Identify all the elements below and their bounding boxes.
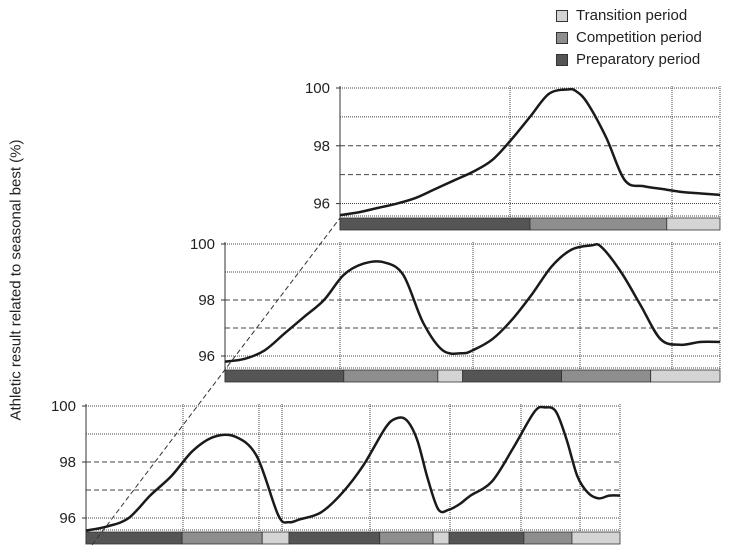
period-bar <box>339 217 531 231</box>
period-bar <box>571 531 621 545</box>
y-tick-label: 96 <box>198 348 215 365</box>
period-bar <box>462 369 563 383</box>
legend-swatch-competition <box>556 32 568 44</box>
period-bar <box>448 531 525 545</box>
period-bar <box>343 369 439 383</box>
y-tick-label: 98 <box>313 138 330 155</box>
period-bar <box>379 531 434 545</box>
legend-label-transition: Transition period <box>576 7 688 24</box>
y-tick-label: 100 <box>305 80 330 97</box>
period-bar <box>85 531 183 545</box>
period-bar <box>432 531 450 545</box>
legend-item-transition: Transition period <box>556 5 702 27</box>
period-bar <box>437 369 464 383</box>
period-bar <box>666 217 721 231</box>
legend-label-preparatory: Preparatory period <box>576 51 701 68</box>
period-bar <box>224 369 345 383</box>
series-line <box>339 87 721 217</box>
y-tick-label: 96 <box>59 510 76 527</box>
y-axis-label: Athletic result related to seasonal best… <box>7 139 25 421</box>
legend-swatch-preparatory <box>556 54 568 66</box>
y-tick-label: 98 <box>59 454 76 471</box>
y-tick-label: 100 <box>51 398 76 415</box>
legend-item-preparatory: Preparatory period <box>556 49 702 71</box>
period-bar <box>181 531 263 545</box>
period-bar <box>650 369 721 383</box>
legend: Transition period Competition period Pre… <box>556 5 702 71</box>
period-bar <box>523 531 573 545</box>
period-bar <box>561 369 652 383</box>
legend-item-competition: Competition period <box>556 27 702 49</box>
period-bar <box>529 217 668 231</box>
series-line <box>85 405 621 532</box>
period-bar <box>288 531 381 545</box>
y-tick-label: 100 <box>190 236 215 253</box>
legend-swatch-transition <box>556 10 568 22</box>
period-bar <box>261 531 290 545</box>
y-tick-label: 96 <box>313 196 330 213</box>
legend-label-competition: Competition period <box>576 29 702 46</box>
connector-line <box>91 217 341 546</box>
series-line <box>224 243 721 363</box>
y-tick-label: 98 <box>198 292 215 309</box>
